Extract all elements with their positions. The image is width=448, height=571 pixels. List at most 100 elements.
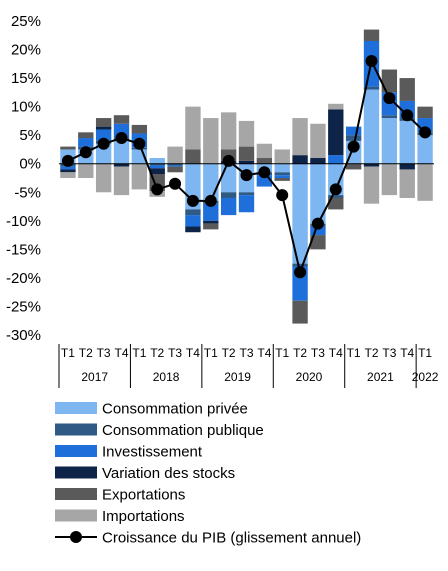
y-tick-label: -10% — [6, 213, 41, 230]
bar-segment-exportations-8 — [203, 223, 219, 230]
legend-label: Investissement — [102, 444, 203, 461]
gdp-growth-point — [383, 92, 396, 105]
bar-segment-exportations-16 — [345, 163, 362, 170]
bar-segment-consommation-publique-9 — [220, 192, 237, 198]
gdp-growth-point — [240, 169, 253, 182]
bar-segment-variation-des-stocks-13 — [292, 155, 308, 164]
bar-segment-variation-des-stocks-3 — [113, 163, 130, 167]
bar-segment-investissement-15 — [328, 155, 344, 164]
bar-segment-investissement-6 — [167, 165, 183, 167]
bar-segment-variation-des-stocks-19 — [399, 163, 415, 170]
bar-segment-variation-des-stocks-15 — [328, 109, 344, 156]
bar-segment-investissement-5 — [149, 165, 165, 169]
legend-label: Consommation publique — [102, 422, 264, 439]
bar-segment-importations-1 — [78, 163, 94, 178]
x-tick-label: T2 — [293, 346, 307, 360]
y-tick-label: -15% — [6, 241, 41, 258]
y-tick-label: -5% — [14, 184, 41, 201]
bar-segment-importations-8 — [203, 118, 219, 164]
gdp-growth-point — [186, 194, 199, 207]
bar-segment-exportations-19 — [399, 78, 415, 101]
gdp-growth-point — [204, 194, 217, 207]
bar-segment-investissement-9 — [220, 197, 237, 216]
gdp-growth-point — [401, 109, 414, 122]
year-label: 2020 — [296, 370, 323, 384]
bar-segment-investissement-12 — [274, 175, 290, 178]
bar-segment-importations-11 — [256, 143, 273, 159]
bar-segment-investissement-0 — [60, 166, 76, 170]
bar-segment-consommation-publique-5 — [149, 163, 165, 166]
bar-segment-importations-2 — [95, 163, 112, 193]
bar-segment-investissement-14 — [310, 226, 326, 236]
legend-swatch — [55, 423, 97, 436]
bar-segment-exportations-4 — [131, 124, 148, 134]
bar-segment-exportations-11 — [256, 158, 273, 164]
bar-segment-consommation-priv-e-17 — [363, 89, 380, 164]
bar-segment-exportations-7 — [185, 149, 201, 164]
bar-segment-variation-des-stocks-10 — [238, 160, 255, 164]
year-label: 2019 — [224, 370, 251, 384]
year-label: 2021 — [367, 370, 394, 384]
legend: Consommation privée Consommation publique… — [55, 401, 361, 547]
x-tick-label: T2 — [364, 346, 378, 360]
bar-segment-exportations-12 — [274, 178, 290, 181]
bar-segment-consommation-priv-e-2 — [95, 143, 112, 164]
year-label: 2017 — [81, 370, 108, 384]
bar-segment-consommation-publique-18 — [381, 115, 398, 119]
legend-swatch — [55, 488, 97, 500]
bar-segment-investissement-7 — [185, 215, 201, 227]
bar-segment-investissement-11 — [256, 175, 273, 187]
bar-segment-variation-des-stocks-8 — [203, 220, 219, 224]
gdp-growth-point — [276, 189, 289, 202]
bar-segment-importations-18 — [381, 163, 398, 196]
x-tick-label: T2 — [79, 346, 93, 360]
x-tick-label: T4 — [329, 346, 343, 360]
bar-segment-investissement-10 — [238, 195, 255, 213]
x-tick-label: T1 — [275, 346, 289, 360]
bars-layer — [60, 29, 433, 324]
x-tick-label: T3 — [382, 346, 396, 360]
bar-segment-exportations-1 — [78, 132, 94, 139]
x-tick-label: T1 — [347, 346, 361, 360]
bar-segment-consommation-publique-10 — [238, 192, 255, 196]
gdp-growth-point — [151, 183, 164, 196]
bar-segment-consommation-publique-6 — [167, 163, 183, 166]
bar-segment-consommation-priv-e-12 — [274, 163, 290, 173]
legend-label: Importations — [102, 508, 185, 525]
gdp-growth-point — [419, 126, 432, 139]
bar-segment-exportations-18 — [381, 69, 398, 93]
bar-segment-importations-17 — [363, 166, 380, 204]
bar-segment-variation-des-stocks-14 — [310, 158, 326, 164]
bar-segment-importations-19 — [399, 169, 415, 198]
bar-segment-importations-9 — [220, 112, 237, 150]
gdp-growth-point — [365, 54, 378, 67]
x-tick-label: T3 — [168, 346, 182, 360]
bar-segment-investissement-8 — [203, 203, 219, 221]
y-tick-label: 15% — [11, 70, 41, 87]
bar-segment-importations-0 — [60, 172, 76, 178]
bar-segment-investissement-1 — [78, 138, 94, 147]
x-tick-label: T3 — [97, 346, 111, 360]
gdp-growth-point — [347, 140, 360, 153]
x-tick-label: T3 — [239, 346, 253, 360]
bar-segment-consommation-publique-7 — [185, 209, 201, 216]
bar-segment-consommation-publique-15 — [328, 195, 344, 198]
legend-swatch — [55, 509, 97, 522]
x-tick-label: T1 — [61, 346, 75, 360]
gdp-growth-point — [97, 137, 110, 150]
gdp-growth-point — [61, 154, 74, 167]
legend-label: Consommation privée — [102, 401, 248, 418]
legend-line-marker — [70, 531, 82, 543]
x-tick-label: T4 — [257, 346, 271, 360]
bar-segment-consommation-priv-e-3 — [113, 140, 130, 164]
bar-segment-variation-des-stocks-17 — [363, 163, 380, 167]
legend-label: Variation des stocks — [102, 465, 235, 482]
bar-segment-importations-4 — [131, 163, 148, 190]
y-tick-label: 0% — [19, 156, 41, 173]
bar-segment-exportations-10 — [238, 146, 255, 161]
x-tick-label: T3 — [311, 346, 325, 360]
bar-segment-exportations-0 — [60, 146, 76, 150]
bar-segment-exportations-6 — [167, 166, 183, 173]
bar-segment-exportations-15 — [328, 197, 344, 210]
bar-segment-investissement-16 — [345, 126, 362, 136]
